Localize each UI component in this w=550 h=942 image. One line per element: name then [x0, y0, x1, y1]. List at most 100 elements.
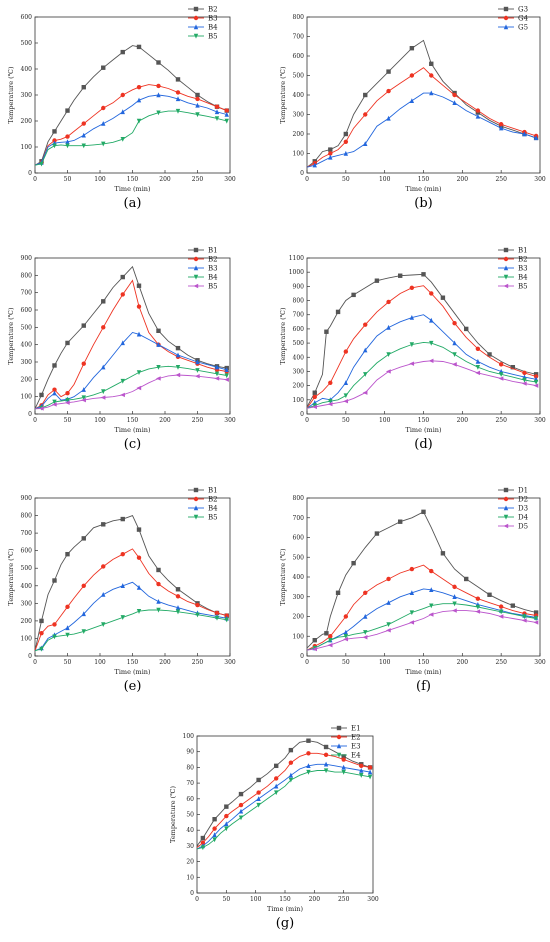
chart-3-series-b1-legend-marker: [193, 247, 199, 253]
chart-7-series-e1-point: [274, 763, 279, 769]
chart-1-series-b5-legend-marker: [193, 33, 199, 39]
chart-1-series-b2-point: [52, 129, 57, 134]
chart-6-ytick-label: 200: [293, 614, 305, 621]
chart-4-xlabel: Time (min): [406, 426, 442, 434]
chart-1-ytick-label: 300: [21, 92, 33, 99]
chart-4-series-b4-point: [386, 352, 391, 358]
chart-6-series-d2-point: [498, 604, 504, 609]
chart-2-series-g4-point: [475, 108, 481, 113]
chart-4-series-b2-point: [522, 370, 527, 376]
chart-2-series-g3-legend-marker: [503, 6, 509, 12]
chart-3-xtick-label: 300: [224, 417, 236, 424]
chart-6-series-d4-point: [363, 630, 368, 635]
chart-5-series-b5-point: [175, 609, 181, 615]
chart-5-series-b2-legend-label: B2: [208, 496, 218, 504]
chart-3-series-b1-point: [120, 274, 125, 280]
chart-5-series-b2-point: [136, 555, 142, 560]
chart-7-series-e2-point: [323, 752, 329, 758]
chart-5-ytick-label: 600: [21, 548, 33, 555]
chart-2-series-g5-point: [522, 131, 527, 137]
chart-1-xtick-label: 0: [33, 176, 37, 183]
chart-5-series-b2-point: [156, 581, 161, 587]
chart-2-xlabel: Time (min): [406, 185, 442, 193]
chart-3-ytick-label: 700: [21, 290, 33, 297]
chart-7-series-e4-point: [274, 790, 279, 796]
chart-3-ytick-label: 200: [21, 376, 33, 383]
chart-7-series-e4-point: [238, 815, 244, 821]
chart-3-series-b2-point: [136, 304, 142, 309]
chart-7-series-e3-point: [274, 783, 279, 789]
chart-4-series-b1-point: [421, 272, 426, 277]
chart-6-ytick-label: 100: [293, 633, 305, 640]
chart-1-series-b5-point: [214, 116, 220, 121]
chart-5-series-b4-point: [81, 611, 86, 617]
chart-7-series-e1-point: [288, 747, 294, 753]
chart-5-xtick-label: 300: [224, 659, 236, 666]
chart-6-series-d3-point: [363, 613, 368, 619]
chart-3-series-b3-point: [52, 390, 57, 396]
chart-3-ytick-label: 400: [21, 342, 33, 349]
chart-6-ytick-label: 700: [293, 515, 305, 522]
chart-2-series-g3-point: [343, 131, 349, 137]
chart-3-series-b4-point: [101, 389, 106, 395]
chart-1-xtick-label: 100: [94, 176, 106, 183]
chart-3-series-b2-point: [101, 325, 106, 330]
chart-1-series-b2-point: [175, 77, 181, 82]
chart-7-series-e1-legend-label: E1: [351, 725, 361, 733]
chart-4-series-b1-point: [487, 352, 492, 357]
chart-3-series-b2-point: [81, 361, 86, 366]
chart-7-series-e3-point: [306, 763, 311, 769]
chart-6-series-d1-point: [324, 631, 329, 636]
chart-5-series-b5-point: [120, 615, 125, 620]
chart-5-series-b2-point: [120, 551, 125, 557]
chart-3-xtick-label: 200: [159, 417, 171, 424]
chart-6-series-d5-point: [343, 637, 349, 642]
chart-1-ytick-label: 0: [28, 170, 32, 177]
chart-3-series-b1-point: [136, 283, 142, 288]
chart-4-series-b5-point: [327, 401, 333, 407]
chart-3-series-b4-line: [34, 365, 227, 410]
chart-5-series-b1-point: [81, 536, 86, 541]
chart-7-ytick-label: 20: [186, 859, 194, 866]
chart-7-series-e1-point: [341, 754, 346, 759]
chart-4-xtick-label: 250: [495, 417, 507, 424]
chart-6-xtick-label: 250: [495, 659, 507, 666]
chart-1-series-b3-point: [81, 121, 86, 126]
chart-7-series-e3-point: [238, 808, 244, 814]
chart-1-series-b4-point: [81, 132, 86, 138]
chart-3-series-b3-point: [156, 342, 161, 347]
chart-7-series-e2-point: [306, 751, 311, 756]
chart-4-series-b2-point: [328, 380, 333, 385]
chart-1-frame: [34, 16, 231, 174]
chart-1-ytick-label: 400: [21, 66, 33, 73]
chart-4-series-b3-legend-label: B3: [518, 265, 528, 273]
chart-7-series-e4-point: [224, 826, 229, 832]
chart-4-series-b4-point: [343, 393, 349, 399]
chart-5-series-b2-point: [195, 602, 200, 608]
chart-1-series-b3-legend-label: B3: [208, 15, 218, 23]
chart-7-series-e1-point: [256, 777, 261, 783]
chart-7-xtick-label: 250: [338, 896, 350, 903]
chart-5-series-b5-legend-label: B5: [208, 514, 218, 522]
chart-7-series-e4-legend-label: E4: [351, 752, 361, 760]
chart-7-series-e3-point: [323, 761, 329, 767]
chart-3-ylabel: Temperature (℃): [7, 307, 15, 364]
chart-7-series-e3-point: [288, 772, 294, 778]
chart-3-series-b4-point: [52, 399, 57, 405]
chart-4-xtick-label: 50: [342, 417, 350, 424]
chart-3-series-b1-point: [65, 340, 70, 346]
chart-7-series-e1-point: [238, 791, 244, 797]
chart-3-series-b1-point: [101, 299, 106, 304]
chart-3-series-b1-point: [156, 328, 161, 333]
chart-3-xtick-label: 50: [64, 417, 72, 424]
chart-1-series-b5-point: [175, 108, 181, 114]
chart-2-series-g5-point: [475, 113, 481, 119]
chart-1-series-b2-point: [81, 85, 86, 90]
chart-5-series-b2-point: [81, 583, 86, 588]
chart-3-series-b5-point: [81, 397, 86, 403]
chart-4-series-b3-point: [429, 317, 434, 323]
chart-1-xtick-label: 50: [64, 176, 72, 183]
chart-2-series-g4-point: [386, 88, 391, 94]
chart-6-series-d1-point: [335, 590, 341, 595]
